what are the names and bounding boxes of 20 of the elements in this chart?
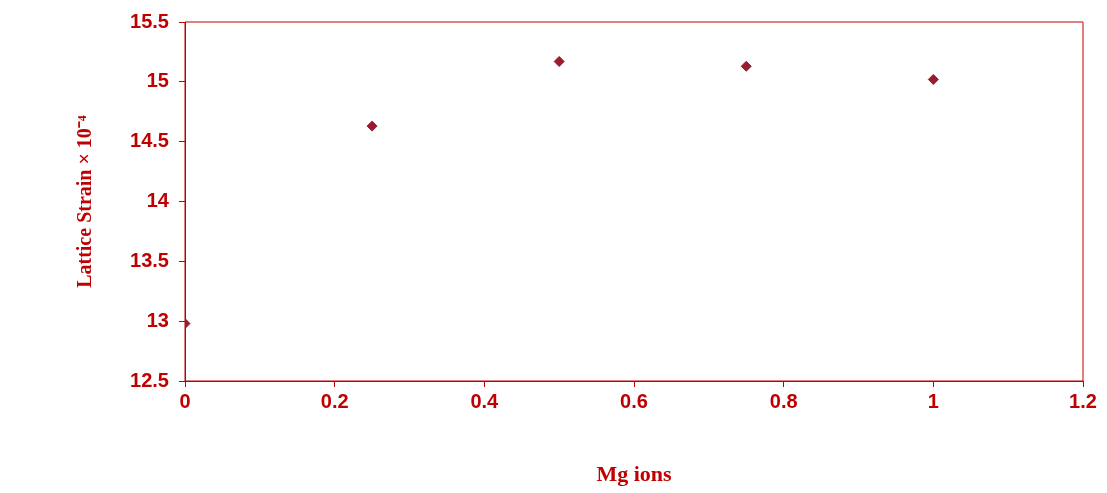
y-axis-title: Lattice Strain × 10⁻⁴ (73, 115, 96, 288)
x-tick-label: 0.6 (620, 389, 648, 412)
x-tick-label: 1 (927, 389, 939, 412)
y-tick-label: 14 (146, 189, 170, 212)
point (366, 120, 378, 132)
point (553, 55, 565, 67)
y-tick-label: 14.5 (130, 129, 169, 152)
x-tick-label: 0.8 (769, 389, 798, 412)
y-tick-label: 15 (146, 69, 169, 92)
x-tick-label: 0 (179, 389, 191, 412)
point (927, 73, 939, 85)
point (740, 60, 752, 72)
y-tick-label: 12.5 (130, 368, 169, 391)
y-tick-label: 13.5 (130, 248, 169, 271)
x-tick-label: 0.4 (470, 389, 500, 412)
x-tick-label: 0.2 (320, 389, 349, 412)
y-tick-label: 13 (146, 308, 169, 331)
x-axis-title: Mg ions (596, 461, 673, 487)
y-tick-label: 15.5 (130, 9, 169, 32)
x-tick-label: 1.2 (1069, 389, 1097, 412)
